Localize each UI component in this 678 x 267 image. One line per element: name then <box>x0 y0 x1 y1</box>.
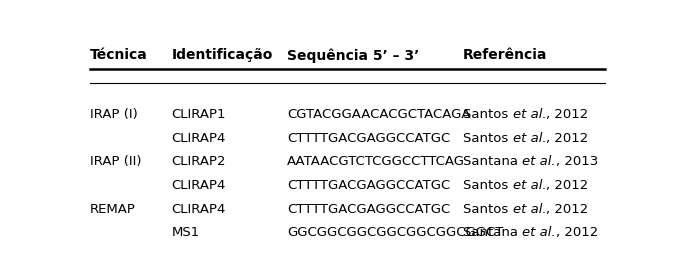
Text: et al.: et al. <box>513 179 546 192</box>
Text: , 2012: , 2012 <box>546 132 589 145</box>
Text: CGTACGGAACACGCTACAGA: CGTACGGAACACGCTACAGA <box>287 108 471 121</box>
Text: CLIRAP4: CLIRAP4 <box>172 203 226 216</box>
Text: , 2013: , 2013 <box>556 155 598 168</box>
Text: Santana: Santana <box>463 155 522 168</box>
Text: MS1: MS1 <box>172 226 200 239</box>
Text: et al.: et al. <box>513 203 546 216</box>
Text: et al.: et al. <box>522 226 556 239</box>
Text: Santos: Santos <box>463 179 513 192</box>
Text: REMAP: REMAP <box>90 203 136 216</box>
Text: et al.: et al. <box>513 108 546 121</box>
Text: Santos: Santos <box>463 132 513 145</box>
Text: CLIRAP4: CLIRAP4 <box>172 179 226 192</box>
Text: , 2012: , 2012 <box>546 203 589 216</box>
Text: GGCGGCGGCGGCGGCGGCGGCT: GGCGGCGGCGGCGGCGGCGGCT <box>287 226 504 239</box>
Text: Santos: Santos <box>463 108 513 121</box>
Text: IRAP (I): IRAP (I) <box>90 108 138 121</box>
Text: CLIRAP4: CLIRAP4 <box>172 132 226 145</box>
Text: IRAP (II): IRAP (II) <box>90 155 142 168</box>
Text: Referência: Referência <box>463 49 547 62</box>
Text: , 2012: , 2012 <box>556 226 598 239</box>
Text: Santos: Santos <box>463 203 513 216</box>
Text: CLIRAP2: CLIRAP2 <box>172 155 226 168</box>
Text: , 2012: , 2012 <box>546 108 589 121</box>
Text: CTTTTGACGAGGCCATGC: CTTTTGACGAGGCCATGC <box>287 179 450 192</box>
Text: Identificação: Identificação <box>172 49 273 62</box>
Text: CLIRAP1: CLIRAP1 <box>172 108 226 121</box>
Text: CTTTTGACGAGGCCATGC: CTTTTGACGAGGCCATGC <box>287 203 450 216</box>
Text: et al.: et al. <box>513 132 546 145</box>
Text: et al.: et al. <box>522 155 556 168</box>
Text: Santana: Santana <box>463 226 522 239</box>
Text: Técnica: Técnica <box>90 49 148 62</box>
Text: AATAACGTCTCGGCCTTCAG: AATAACGTCTCGGCCTTCAG <box>287 155 465 168</box>
Text: Sequência 5’ – 3’: Sequência 5’ – 3’ <box>287 49 419 63</box>
Text: , 2012: , 2012 <box>546 179 589 192</box>
Text: CTTTTGACGAGGCCATGC: CTTTTGACGAGGCCATGC <box>287 132 450 145</box>
